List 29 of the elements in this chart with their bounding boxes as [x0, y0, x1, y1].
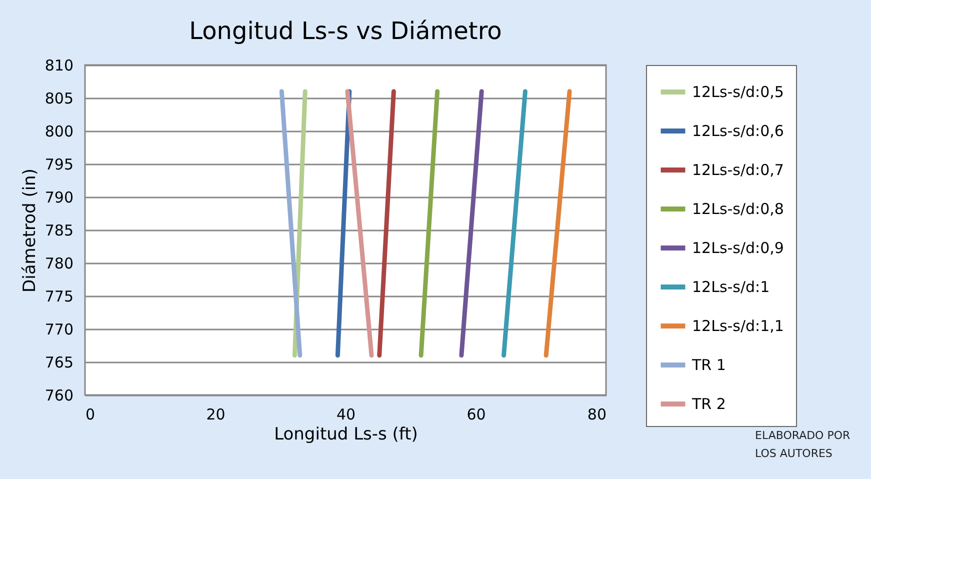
y-tick-label: 780	[44, 254, 74, 272]
legend-label: 12Ls-s/d:1,1	[692, 317, 784, 335]
legend-label: 12Ls-s/d:1	[692, 278, 770, 296]
legend-label: 12Ls-s/d:0,6	[692, 122, 784, 140]
legend-label: 12Ls-s/d:0,7	[692, 161, 784, 179]
y-tick-label: 785	[44, 222, 74, 240]
y-tick-label: 810	[44, 56, 74, 74]
x-tick-label: 40	[336, 406, 356, 424]
y-tick-label: 795	[44, 156, 74, 174]
legend-label: 12Ls-s/d:0,9	[692, 239, 784, 257]
y-tick-label: 790	[44, 188, 74, 206]
y-axis-title: Diámetrod (in)	[20, 168, 40, 292]
x-axis-title: Longitud Ls-s (ft)	[274, 424, 418, 444]
legend-label: TR 2	[691, 395, 726, 413]
legend-label: 12Ls-s/d:0,8	[692, 200, 784, 218]
y-tick-label: 760	[44, 386, 74, 404]
legend-label: 12Ls-s/d:0,5	[692, 83, 784, 101]
chart-title: Longitud Ls-s vs Diámetro	[189, 17, 502, 45]
x-tick-label: 60	[466, 406, 486, 424]
x-tick-label: 20	[206, 406, 226, 424]
x-tick-label: 80	[587, 406, 606, 424]
text: ELABORADO POR LOS AUTORES	[755, 429, 851, 460]
y-tick-label: 800	[44, 122, 74, 140]
y-tick-label: 805	[44, 90, 74, 108]
y-tick-label: 765	[44, 354, 74, 372]
y-tick-label: 775	[44, 288, 74, 306]
x-tick-label: 0	[86, 406, 96, 424]
legend-label: TR 1	[691, 356, 726, 374]
y-tick-label: 770	[44, 320, 74, 338]
